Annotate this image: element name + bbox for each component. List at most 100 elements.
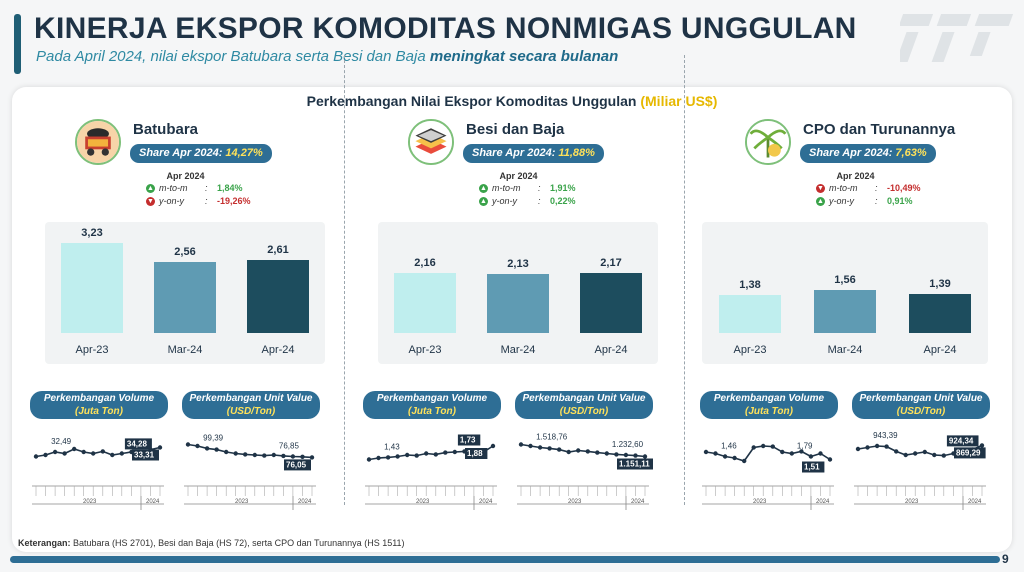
- sparkline-point: [243, 452, 248, 457]
- sparkline-value-label: 943,39: [873, 431, 898, 440]
- sparkline-point: [732, 455, 737, 461]
- chart-bar: [61, 243, 123, 333]
- volume-trend-title: Perkembangan Volume (Juta Ton): [363, 391, 501, 419]
- sparkline-point: [922, 449, 927, 455]
- sparkline-point: [713, 451, 718, 456]
- footnote-text: Batubara (HS 2701), Besi dan Baja (HS 72…: [73, 538, 405, 548]
- stat-yoy: ▲ y-on-y:0,22%: [479, 196, 576, 207]
- sparkline-point: [884, 444, 889, 449]
- footnote: Keterangan: Batubara (HS 2701), Besi dan…: [18, 538, 405, 548]
- sparkline-value-label: 1,43: [384, 442, 400, 451]
- stat-label: y-on-y: [492, 196, 518, 206]
- sparkline-point: [271, 452, 276, 458]
- stat-period: Apr 2024: [499, 171, 538, 181]
- sparkline-point: [604, 451, 609, 456]
- value-bar-chart: 2,16 Apr-23 2,13 Mar-24 2,17 Apr-24: [378, 222, 658, 364]
- sparkline-value-label: 1,88: [467, 449, 483, 458]
- arrow-down-icon: ▼: [146, 197, 155, 207]
- bar-category-label: Apr-24: [923, 344, 957, 356]
- sparkline-point: [585, 449, 590, 454]
- sparkline-point: [110, 452, 115, 458]
- sparkline-point: [518, 442, 524, 447]
- sparkline-point: [157, 445, 163, 450]
- trend-title: Perkembangan Unit Value: [859, 393, 983, 404]
- title-accent-bar: [14, 14, 21, 74]
- footnote-label: Keterangan:: [18, 538, 71, 548]
- ministry-logo-icon: [900, 14, 1014, 62]
- bar-category-label: Apr-23: [733, 344, 767, 356]
- sparkline-value-label: 1,46: [721, 442, 737, 451]
- sparkline-point: [91, 451, 96, 456]
- sparkline-value-label: 869,29: [956, 448, 981, 457]
- volume-sparkline: 2023 2024 32,49 34,28 33,31: [32, 437, 164, 510]
- value-bar-chart: 1,38 Apr-23 1,56 Mar-24 1,39 Apr-24: [702, 222, 988, 364]
- sparkline-point: [290, 454, 296, 459]
- stat-label: m-to-m: [829, 183, 858, 193]
- share-value: 7,63%: [895, 147, 927, 159]
- sparkline-point: [722, 454, 728, 459]
- trend-title: Perkembangan Unit Value: [189, 393, 313, 404]
- sparkline-point: [433, 452, 438, 457]
- unit-sparkline: 2023 2024 1.518,76 1.232,60 1.151,11: [517, 433, 653, 510]
- sparkline-point: [827, 457, 833, 462]
- share-label: Share Apr 2024:: [139, 147, 223, 159]
- commodity-column: Besi dan Baja Share Apr 2024: 11,88% Apr 2…: [351, 0, 686, 572]
- bar-category-label: Apr-24: [261, 344, 295, 356]
- stat-period: Apr 2024: [836, 171, 875, 181]
- commodity-column: Batubara Share Apr 2024: 14,27% Apr 2024 ▲…: [18, 0, 353, 572]
- bar-value-label: 1,56: [834, 274, 856, 286]
- sparkline-value-label: 99,39: [203, 433, 224, 442]
- sparkline-point: [100, 449, 106, 454]
- bar-value-label: 2,61: [267, 244, 289, 256]
- stat-mtm: ▲ m-to-m:1,91%: [479, 183, 576, 194]
- commodity-column: CPO dan Turunannya Share Apr 2024: 7,63% A…: [688, 0, 1023, 572]
- sparkline-value-label: 1,79: [797, 442, 813, 451]
- commodity-name: Besi dan Baja: [466, 121, 565, 138]
- sparkline-value-label: 34,28: [127, 439, 148, 448]
- sparkline-point: [818, 451, 823, 456]
- commodity-name: CPO dan Turunannya: [803, 121, 956, 138]
- arrow-up-icon: ▲: [816, 197, 825, 207]
- stat-label: y-on-y: [159, 196, 185, 206]
- unit-trend-title: Perkembangan Unit Value (USD/Ton): [515, 391, 653, 419]
- sparkline-value-label: 76,05: [286, 460, 307, 469]
- sparkline-point: [808, 454, 814, 459]
- sparkline-point: [742, 458, 747, 464]
- sparkline-point: [233, 451, 238, 456]
- bar-value-label: 2,17: [600, 257, 622, 269]
- sparkline-point: [43, 452, 48, 458]
- sparkline-point: [405, 452, 410, 458]
- sparkline-point: [780, 449, 785, 455]
- sparkline-point: [979, 443, 985, 448]
- axis-year-label: 2023: [568, 499, 582, 505]
- steel-stack-icon: [408, 119, 454, 165]
- sparkline-point: [547, 446, 552, 451]
- stat-mtm: ▼ m-to-m: -10,49%: [816, 183, 921, 194]
- bar-category-label: Mar-24: [827, 344, 863, 356]
- sparkline-point: [761, 443, 766, 449]
- sparkline-point: [865, 445, 870, 450]
- sparkline-point: [941, 453, 946, 458]
- sparkline-value-label: 1.232,60: [612, 440, 644, 449]
- arrow-up-icon: ▲: [479, 197, 488, 207]
- bar-category-label: Mar-24: [500, 344, 536, 356]
- sparkline-point: [262, 453, 267, 458]
- sparkline-point: [751, 445, 756, 450]
- sparkline-point: [595, 450, 600, 455]
- stat-value: -19,26%: [217, 196, 251, 206]
- trend-unit: (USD/Ton): [559, 406, 609, 417]
- bar-value-label: 2,56: [174, 246, 196, 258]
- bar-value-label: 3,23: [81, 227, 103, 239]
- trend-title: Perkembangan Volume: [43, 393, 155, 404]
- sparkline-point: [528, 443, 533, 449]
- sparkline-point: [789, 451, 794, 456]
- chart-bar: [394, 273, 456, 333]
- page-subtitle: Pada April 2024, nilai ekspor Batubara s…: [36, 48, 618, 65]
- sparkline-point: [376, 455, 381, 461]
- axis-year-label: 2024: [631, 499, 645, 505]
- sparkline-point: [72, 446, 77, 452]
- bar-value-label: 2,16: [414, 257, 436, 269]
- sparkline-point: [414, 453, 419, 458]
- sparkline-point: [424, 451, 429, 456]
- axis-year-label: 2023: [83, 499, 97, 505]
